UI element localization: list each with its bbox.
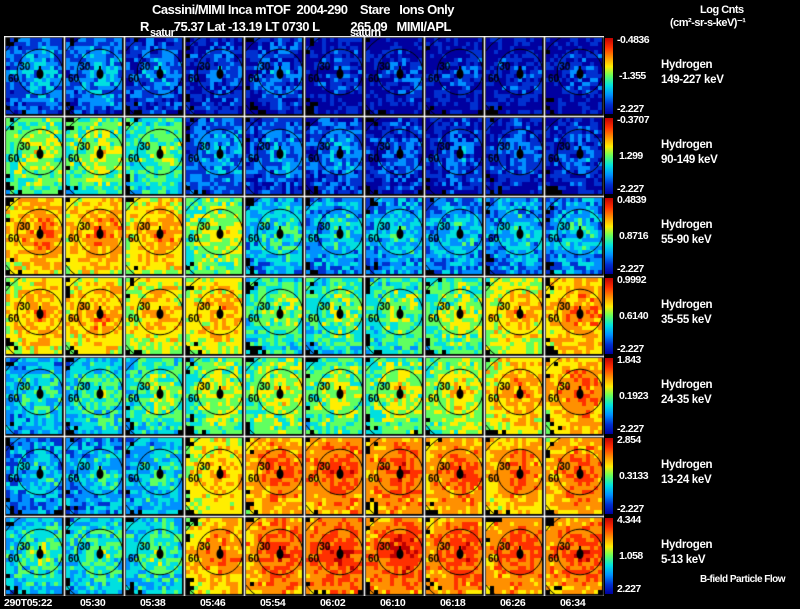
time-tick-label: 05:30 <box>80 597 106 609</box>
colorbar-min-label: -2.227 <box>617 103 644 115</box>
row-species-label: Hydrogen <box>661 139 713 151</box>
row-species-label: Hydrogen <box>661 59 713 71</box>
time-tick-label: 05:46 <box>200 597 226 609</box>
colorbar-mid-label: -1.355 <box>619 70 646 82</box>
colorbar-max-label: -0.4836 <box>617 34 650 46</box>
colorbar-min-label: -2.227 <box>617 343 644 355</box>
colorbar <box>605 38 613 114</box>
row-energy-label: 24-35 keV <box>661 394 712 406</box>
colorbar-mid-label: 0.8716 <box>619 230 649 242</box>
colorbar-min-label: -2.227 <box>617 263 644 275</box>
time-tick-label: 06:34 <box>560 597 586 609</box>
row-energy-label: 35-55 keV <box>661 314 712 326</box>
heatmap-canvas <box>4 36 604 596</box>
time-tick-label: 06:02 <box>320 597 346 609</box>
overlay-label-right: saturn <box>350 27 381 39</box>
row-energy-label: 55-90 keV <box>661 234 712 246</box>
row-species-label: Hydrogen <box>661 379 713 391</box>
heatmap-grid <box>4 36 604 596</box>
colorbar-mid-label: 1.299 <box>619 150 643 162</box>
colorbar <box>605 358 613 434</box>
colorbar-min-label: -2.227 <box>617 183 644 195</box>
row-species-label: Hydrogen <box>661 299 713 311</box>
time-tick-label: 06:18 <box>440 597 466 609</box>
row-energy-label: 13-24 keV <box>661 474 712 486</box>
colorbar-units: (cm²-sr-s-keV)⁻¹ <box>670 17 746 29</box>
time-tick-label: 05:54 <box>260 597 286 609</box>
row-species-label: Hydrogen <box>661 539 713 551</box>
colorbar-min-label: -2.227 <box>617 423 644 435</box>
colorbar-max-label: 2.854 <box>617 434 641 446</box>
colorbar-max-label: 0.4839 <box>617 194 647 206</box>
chart-title: Cassini/MIMI Inca mTOF 2004-290 Stare Io… <box>152 2 455 17</box>
row-species-label: Hydrogen <box>661 459 713 471</box>
annotation-bfield: B-field Particle Flow <box>700 574 786 585</box>
row-energy-label: 149-227 keV <box>661 74 724 86</box>
colorbar-max-label: -0.3707 <box>617 114 650 126</box>
colorbar <box>605 518 613 594</box>
colorbar-mid-label: 0.1923 <box>619 390 649 402</box>
colorbar-min-label: 2.227 <box>617 583 641 595</box>
colorbar <box>605 278 613 354</box>
time-tick-label: 05:38 <box>140 597 166 609</box>
colorbar <box>605 198 613 274</box>
colorbar-title: Log Cnts <box>700 4 744 16</box>
chart-subtitle: R 75.37 Lat -13.19 LT 0730 L 265.09 MIMI… <box>140 19 452 34</box>
colorbar-max-label: 1.843 <box>617 354 641 366</box>
colorbar-max-label: 4.344 <box>617 514 641 526</box>
time-tick-label: 06:10 <box>380 597 406 609</box>
overlay-label-left: satur <box>150 27 175 39</box>
time-tick-label: 06:26 <box>500 597 526 609</box>
colorbar-mid-label: 0.6140 <box>619 310 649 322</box>
row-energy-label: 5-13 keV <box>661 554 706 566</box>
colorbar-max-label: 0.9992 <box>617 274 647 286</box>
row-species-label: Hydrogen <box>661 219 713 231</box>
colorbar-min-label: -2.227 <box>617 503 644 515</box>
time-tick-label: 290T05:22 <box>4 597 53 609</box>
colorbar <box>605 118 613 194</box>
colorbar <box>605 438 613 514</box>
colorbar-mid-label: 1.058 <box>619 550 643 562</box>
colorbar-mid-label: 0.3133 <box>619 470 649 482</box>
row-energy-label: 90-149 keV <box>661 154 718 166</box>
